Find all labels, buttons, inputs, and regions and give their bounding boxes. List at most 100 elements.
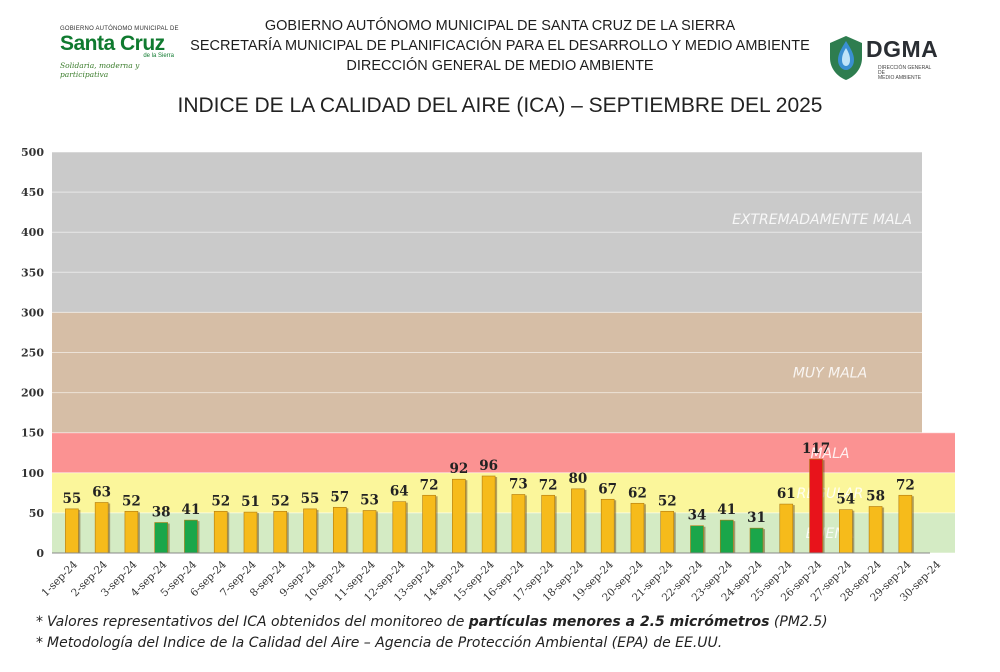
bar <box>571 488 585 554</box>
bar <box>65 508 79 554</box>
org-line-1: GOBIERNO AUTÓNOMO MUNICIPAL DE SANTA CRU… <box>264 18 736 34</box>
bar <box>719 519 734 554</box>
dgma-logo: DGMA DIRECCIÓN GENERAL DE MEDIO AMBIENTE <box>826 34 956 84</box>
data-label: 52 <box>122 493 141 509</box>
data-label: 41 <box>182 502 201 518</box>
y-tick-label: 500 <box>21 146 44 159</box>
y-tick-label: 0 <box>36 547 44 560</box>
y-tick-label: 250 <box>21 347 44 360</box>
dgma-shield-icon <box>830 36 862 80</box>
data-label: 72 <box>896 477 915 493</box>
organization-heading: GOBIERNO AUTÓNOMO MUNICIPAL DE SANTA CRU… <box>180 16 820 76</box>
data-label: 51 <box>241 494 260 510</box>
data-label: 57 <box>330 489 349 505</box>
value-labels: 55 63 52 38 41 52 51 52 55 57 53 64 72 92 96 73 72 80 67 62… <box>62 441 914 526</box>
dgma-subtitle: DIRECCIÓN GENERAL DE MEDIO AMBIENTE <box>878 66 938 81</box>
bar <box>481 475 496 554</box>
bar <box>362 510 377 554</box>
band-regular <box>52 472 955 513</box>
bar <box>511 494 526 554</box>
dgma-name: DGMA <box>866 36 939 62</box>
bar <box>184 519 198 554</box>
logo-brand: Santa Cruz <box>60 32 180 56</box>
data-label: 92 <box>449 461 468 477</box>
y-tick-label: 50 <box>29 507 45 520</box>
bar <box>124 510 139 554</box>
y-tick-label: 150 <box>21 427 44 440</box>
band-label-muy-mala: MUY MALA <box>793 366 867 382</box>
dgma-sub-2: MEDIO AMBIENTE <box>878 75 922 81</box>
data-label: 62 <box>628 485 647 501</box>
data-label: 34 <box>688 508 707 524</box>
footnotes: * Valores representativos del ICA obtenid… <box>36 612 976 654</box>
data-label: 61 <box>777 486 796 502</box>
band-label-mala: MALA <box>810 446 849 462</box>
bar <box>779 503 794 554</box>
bars <box>65 458 914 554</box>
data-label: 55 <box>62 491 81 507</box>
bar <box>600 498 615 554</box>
data-label: 52 <box>658 493 677 509</box>
dgma-sub-1: DIRECCIÓN GENERAL DE <box>878 65 932 76</box>
y-tick-label: 350 <box>21 266 44 279</box>
data-label: 72 <box>420 477 439 493</box>
y-tick-label: 300 <box>21 306 44 319</box>
bar <box>690 525 704 554</box>
bar <box>213 510 228 554</box>
data-label: 64 <box>390 484 409 500</box>
data-label: 58 <box>866 488 885 504</box>
data-label: 96 <box>479 458 498 474</box>
footnote-2: * Metodología del Indice de la Calidad de… <box>36 633 976 654</box>
bar <box>94 502 109 554</box>
footnote-1-pre: Valores representativos del ICA obtenido… <box>47 614 469 630</box>
data-label: 41 <box>717 502 736 518</box>
bar <box>660 510 675 554</box>
bar <box>630 502 645 554</box>
x-axis: 1-sep-242-sep-243-sep-244-sep-245-sep-24… <box>39 552 943 604</box>
bar <box>749 527 764 554</box>
santa-cruz-logo: GOBIERNO AUTÓNOMO MUNICIPAL DE Santa Cru… <box>60 26 180 86</box>
logo-sub: de la Sierra <box>143 53 174 59</box>
y-tick-label: 400 <box>21 226 44 239</box>
band-muy-mala <box>52 312 922 433</box>
band-mala <box>52 432 955 473</box>
footnote-1-post: (PM2.5) <box>769 614 828 630</box>
bar <box>243 511 258 554</box>
footnote-star: * <box>36 614 43 630</box>
data-label: 67 <box>598 481 617 497</box>
bar <box>332 506 347 554</box>
data-label: 63 <box>92 484 111 500</box>
bar <box>541 494 555 554</box>
bar <box>392 501 407 554</box>
data-label: 80 <box>569 471 588 487</box>
data-label: 52 <box>211 493 230 509</box>
logo-tagline: Solidaria, moderna y participativa <box>60 61 140 79</box>
bar <box>154 522 168 554</box>
y-axis: 0 50 100 150 200 250 300 350 400 450 500 <box>21 146 44 560</box>
footnote-1: * Valores representativos del ICA obtenid… <box>36 612 976 633</box>
data-label: 55 <box>301 491 320 507</box>
bar <box>898 494 913 554</box>
band-buena <box>52 512 955 553</box>
footnote-1-bold: partículas menores a 2.5 micrómetros <box>468 614 770 630</box>
data-label: 52 <box>271 493 290 509</box>
data-label: 72 <box>539 477 558 493</box>
band-label-extremadamente-mala: EXTREMADAMENTE MALA <box>732 212 912 228</box>
bar <box>452 478 466 554</box>
footnote-2-text: Metodología del Indice de la Calidad del… <box>47 635 723 651</box>
bar <box>868 506 883 554</box>
logo-small-text: GOBIERNO AUTÓNOMO MUNICIPAL DE <box>60 26 179 32</box>
bar <box>303 508 317 554</box>
bar <box>422 494 436 554</box>
y-tick-label: 450 <box>21 186 44 199</box>
bar <box>273 510 288 554</box>
data-label: 31 <box>747 510 766 526</box>
bar <box>839 509 853 554</box>
org-line-2: SECRETARÍA MUNICIPAL DE PLANIFICACIÓN PA… <box>190 38 810 54</box>
data-label: 73 <box>509 476 528 492</box>
footnote-star: * <box>36 635 43 651</box>
bar <box>809 458 823 554</box>
data-label: 117 <box>802 441 830 457</box>
y-tick-label: 100 <box>21 467 44 480</box>
